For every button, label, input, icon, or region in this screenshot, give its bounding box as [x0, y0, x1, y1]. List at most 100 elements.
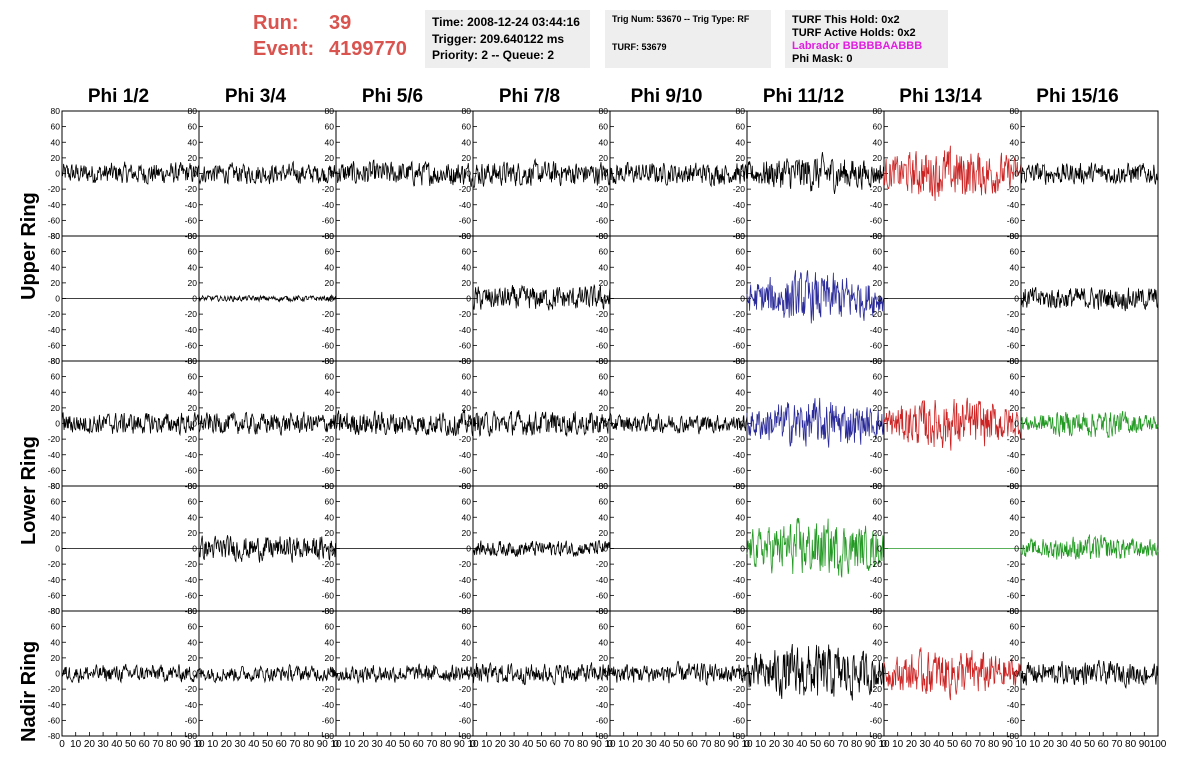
x-tick-label: 40: [248, 739, 260, 750]
y-tick-label: 80: [873, 356, 883, 366]
y-tick-label: -60: [596, 340, 609, 350]
y-tick-label: 60: [325, 622, 335, 632]
x-tick-label: 80: [988, 739, 1000, 750]
y-tick-label: 40: [736, 262, 746, 272]
x-tick-label: 10: [330, 739, 342, 750]
x-tick-label: 30: [235, 739, 247, 750]
x-tick-label: 10: [604, 739, 616, 750]
y-tick-label: -60: [322, 215, 335, 225]
y-tick-label: 40: [462, 387, 472, 397]
x-tick-label: 50: [536, 739, 548, 750]
y-tick-label: -60: [1007, 590, 1020, 600]
y-tick-label: 0: [740, 294, 745, 304]
y-tick-label: 0: [603, 544, 608, 554]
y-tick-label: 20: [462, 153, 472, 163]
y-tick-label: 0: [329, 169, 334, 179]
y-tick-label: 80: [462, 606, 472, 616]
y-tick-label: -60: [185, 215, 198, 225]
y-tick-label: -40: [48, 325, 61, 335]
y-tick-label: -40: [48, 575, 61, 585]
y-tick-label: 40: [873, 262, 883, 272]
y-tick-label: 20: [51, 653, 61, 663]
y-tick-label: -40: [185, 325, 198, 335]
y-tick-label: 0: [1014, 419, 1019, 429]
y-tick-label: 0: [55, 544, 60, 554]
y-tick-label: -60: [48, 215, 61, 225]
x-tick-label: 0: [196, 739, 202, 750]
y-tick-label: -40: [1007, 450, 1020, 460]
y-tick-label: 20: [599, 153, 609, 163]
x-tick-label: 20: [84, 739, 96, 750]
y-tick-label: 40: [873, 387, 883, 397]
x-tick-label: 0: [59, 739, 65, 750]
y-tick-label: -20: [733, 684, 746, 694]
y-tick-label: 40: [599, 137, 609, 147]
x-tick-label: 0: [881, 739, 887, 750]
column-header-phi-1-2: Phi 1/2: [87, 86, 150, 107]
y-tick-label: -60: [1007, 340, 1020, 350]
y-tick-label: 40: [51, 387, 61, 397]
y-tick-label: 40: [1010, 637, 1020, 647]
y-tick-label: 0: [466, 544, 471, 554]
waveform-trace-r4-c3: [472, 661, 611, 686]
y-tick-label: 80: [873, 106, 883, 116]
y-tick-label: 0: [740, 419, 745, 429]
y-tick-label: 60: [325, 372, 335, 382]
run-label: Run:: [253, 12, 299, 34]
y-tick-label: 80: [51, 356, 61, 366]
waveform-trace-r4-c7: [1020, 659, 1159, 689]
y-tick-label: 0: [192, 669, 197, 679]
y-tick-label: -40: [48, 450, 61, 460]
y-tick-label: -20: [596, 434, 609, 444]
x-tick-label: 30: [372, 739, 384, 750]
column-header-phi-5-6: Phi 5/6: [361, 86, 424, 107]
y-tick-label: -60: [596, 465, 609, 475]
y-tick-label: 20: [873, 153, 883, 163]
x-tick-label: 40: [933, 739, 945, 750]
y-tick-label: 0: [192, 294, 197, 304]
y-tick-label: -20: [459, 434, 472, 444]
y-tick-label: 20: [599, 278, 609, 288]
y-tick-label: -20: [48, 559, 61, 569]
y-tick-label: -60: [733, 590, 746, 600]
y-tick-label: -40: [596, 450, 609, 460]
y-tick-label: 80: [325, 606, 335, 616]
priority-text: Priority: 2 -- Queue: 2: [432, 48, 555, 62]
y-tick-label: 60: [462, 497, 472, 507]
y-tick-label: -40: [733, 575, 746, 585]
y-tick-label: -20: [870, 184, 883, 194]
x-tick-label: 30: [783, 739, 795, 750]
y-tick-label: 20: [1010, 278, 1020, 288]
y-tick-label: 60: [873, 247, 883, 257]
y-tick-label: 20: [736, 153, 746, 163]
y-tick-label: 0: [1014, 669, 1019, 679]
y-tick-label: 40: [873, 137, 883, 147]
waveform-trace-r4-c0: [61, 663, 200, 684]
y-tick-label: 60: [599, 247, 609, 257]
waveform-trace-r2-c1: [198, 411, 337, 436]
y-tick-label: -20: [322, 184, 335, 194]
waveform-trace-r0-c6: [883, 145, 1022, 202]
y-tick-label: -60: [870, 715, 883, 725]
x-tick-label: 10: [481, 739, 493, 750]
turf-panel: TURF This Hold: 0x2 TURF Active Holds: 0…: [785, 10, 948, 68]
y-tick-label: 60: [188, 372, 198, 382]
waveform-trace-r0-c4: [609, 161, 748, 188]
y-tick-label: -20: [48, 684, 61, 694]
y-tick-label: 20: [736, 278, 746, 288]
y-tick-label: -60: [185, 715, 198, 725]
waveform-trace-r0-c5: [746, 151, 885, 194]
y-tick-label: 40: [599, 512, 609, 522]
y-tick-label: 60: [736, 622, 746, 632]
x-tick-label: 90: [591, 739, 603, 750]
y-tick-label: 60: [736, 372, 746, 382]
y-tick-label: 80: [599, 481, 609, 491]
y-tick-label: -60: [322, 590, 335, 600]
y-tick-label: -40: [185, 200, 198, 210]
x-tick-label: 70: [1111, 739, 1123, 750]
y-tick-label: 40: [736, 637, 746, 647]
y-tick-label: -40: [596, 200, 609, 210]
y-tick-label: -60: [733, 715, 746, 725]
y-tick-label: 40: [325, 387, 335, 397]
y-tick-label: -80: [48, 731, 61, 741]
